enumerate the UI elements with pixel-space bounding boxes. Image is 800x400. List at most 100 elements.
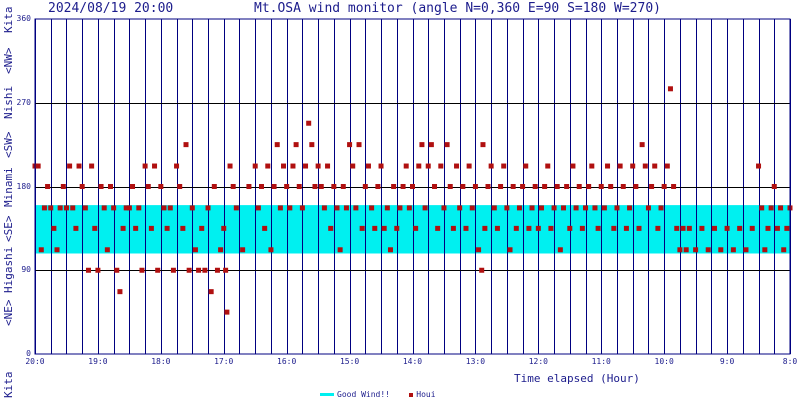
houi-point <box>513 225 519 231</box>
houi-point <box>598 184 604 189</box>
houi-point <box>583 205 589 211</box>
houi-point <box>126 205 132 211</box>
houi-point <box>63 205 69 211</box>
x-tick-label: 18:0 <box>151 357 171 366</box>
houi-point <box>221 225 227 231</box>
houi-point <box>620 184 626 189</box>
houi-point <box>693 247 699 253</box>
legend-houi: Houi <box>409 390 436 399</box>
houi-point <box>479 267 485 273</box>
x-tick-label: 12:0 <box>528 357 548 366</box>
houi-point <box>601 205 607 211</box>
houi-point <box>724 225 730 231</box>
houi-point <box>82 205 88 211</box>
houi-point <box>331 184 337 189</box>
houi-point <box>318 184 324 189</box>
houi-point <box>362 184 368 189</box>
houi-point <box>117 289 123 295</box>
houi-point <box>781 247 787 253</box>
houi-point <box>114 267 120 273</box>
houi-point <box>214 267 220 273</box>
houi-point <box>158 184 164 189</box>
houi-point <box>564 184 570 189</box>
houi-point <box>642 163 648 169</box>
houi-point <box>633 184 639 189</box>
x-tick-label: 11:0 <box>591 357 611 366</box>
houi-point <box>70 205 76 211</box>
houi-point <box>454 163 460 169</box>
houi-point <box>255 205 261 211</box>
houi-point <box>532 184 538 189</box>
houi-point <box>435 225 441 231</box>
houi-point <box>683 247 689 253</box>
houi-point <box>268 247 274 253</box>
houi-point <box>290 163 296 169</box>
houi-point <box>186 267 192 273</box>
houi-point <box>542 184 548 189</box>
houi-point <box>480 142 486 148</box>
houi-point <box>205 205 211 211</box>
houi-point <box>224 309 230 315</box>
houi-point <box>595 225 601 231</box>
houi-point <box>120 225 126 231</box>
y-tick-90: 90 <box>21 265 31 275</box>
houi-point <box>460 184 466 189</box>
houi-point <box>743 247 749 253</box>
houi-point <box>428 142 434 148</box>
houi-point <box>677 247 683 253</box>
houi-point <box>177 184 183 189</box>
houi-point <box>605 163 611 169</box>
houi-point <box>444 142 450 148</box>
houi-point <box>337 247 343 253</box>
timestamp: 2024/08/19 20:00 <box>48 1 174 16</box>
houi-point <box>48 205 54 211</box>
houi-point <box>365 163 371 169</box>
houi-point <box>705 247 711 253</box>
houi-point <box>573 205 579 211</box>
houi-point <box>145 184 151 189</box>
houi-point <box>293 142 299 148</box>
houi-point <box>645 205 651 211</box>
houi-point <box>51 225 57 231</box>
houi-point <box>334 205 340 211</box>
houi-point <box>485 184 491 189</box>
houi-point <box>579 225 585 231</box>
houi-point <box>281 163 287 169</box>
houi-point <box>287 205 293 211</box>
houi-point <box>491 205 497 211</box>
x-tick-label: 9:0 <box>719 357 735 366</box>
houi-point <box>381 225 387 231</box>
houi-point <box>271 184 277 189</box>
houi-point <box>79 184 85 189</box>
houi-point <box>152 163 158 169</box>
houi-point <box>432 184 438 189</box>
houi-point <box>529 205 535 211</box>
houi-point <box>406 205 412 211</box>
plot-frame <box>34 18 791 355</box>
houi-point <box>586 184 592 189</box>
houi-point <box>501 163 507 169</box>
houi-point <box>73 225 79 231</box>
houi-point <box>520 184 526 189</box>
houi-points-layer <box>32 86 793 315</box>
houi-point <box>425 163 431 169</box>
legend-good-wind: Good Wind!! <box>320 390 390 399</box>
houi-point <box>667 86 673 92</box>
houi-point <box>136 205 142 211</box>
houi-point <box>306 120 312 126</box>
houi-point <box>391 184 397 189</box>
houi-point <box>551 205 557 211</box>
houi-point <box>655 225 661 231</box>
houi-point <box>89 163 95 169</box>
houi-point <box>567 225 573 231</box>
houi-point <box>189 205 195 211</box>
houi-point <box>384 205 390 211</box>
houi-point <box>262 225 268 231</box>
houi-point <box>516 205 522 211</box>
houi-point <box>38 247 44 253</box>
houi-point <box>108 184 113 189</box>
houi-point <box>639 142 645 148</box>
x-tick-label: 13:0 <box>465 357 486 366</box>
houi-point <box>523 163 529 169</box>
houi-point <box>686 225 692 231</box>
